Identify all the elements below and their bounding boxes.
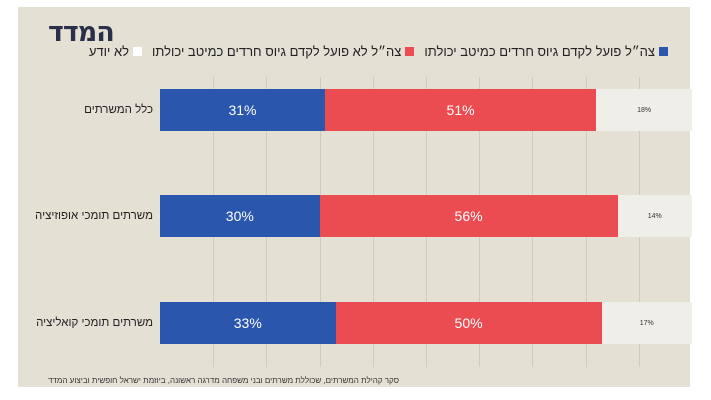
legend-swatch (133, 47, 143, 56)
legend-item: צה״ל פועל לקדם גיוס חרדים כמיטב יכולתו (424, 44, 668, 59)
legend-label: לא יודע (88, 44, 130, 59)
source-note: סקר קהילת המשרתים, שכוללת משרתים ובני מש… (48, 376, 400, 385)
legend-swatch (659, 47, 668, 56)
legend-label: צה״ל לא פועל לקדם גיוס חרדים כמיטב יכולת… (152, 44, 402, 59)
bar-segment: 17% (601, 302, 692, 344)
data-label: 30% (225, 208, 254, 224)
legend-label: צה״ל פועל לקדם גיוס חרדים כמיטב יכולתו (424, 44, 655, 59)
legend-swatch (405, 47, 415, 56)
data-label: 33% (233, 315, 262, 331)
bar-segment: 51% (324, 89, 597, 131)
data-label: 50% (454, 315, 483, 331)
bar-segment: 14% (617, 195, 692, 237)
data-label: 31% (228, 102, 257, 118)
data-label: 17% (639, 319, 654, 327)
data-label: 56% (454, 208, 483, 224)
bar-segment: 30% (160, 195, 320, 237)
bar-segment: 31% (160, 89, 325, 131)
data-label: 14% (647, 212, 662, 220)
legend-item: לא יודע (88, 44, 143, 59)
category-label: כלל המשרתים (84, 104, 153, 116)
bar-segment: 56% (319, 195, 618, 237)
data-label: 51% (446, 102, 475, 118)
chart-frame: המדד צה״ל פועל לקדם גיוס חרדים כמיטב יכו… (18, 7, 692, 387)
bar-segment: 18% (596, 89, 692, 131)
bar-segment: 33% (160, 302, 336, 344)
legend-item: צה״ל לא פועל לקדם גיוס חרדים כמיטב יכולת… (152, 44, 415, 59)
plot-area: 31% 51% 18% 30% 56% 14% 33% 50% 17% (160, 77, 692, 367)
category-label: משרתים תומכי קואליציה (36, 317, 153, 329)
legend: צה״ל פועל לקדם גיוס חרדים כמיטב יכולתו צה… (89, 44, 668, 59)
data-label: 18% (637, 106, 652, 114)
bar-segment: 50% (335, 302, 602, 344)
logo: המדד (48, 17, 115, 48)
category-label: משרתים תומכי אופוזיציה (35, 210, 153, 222)
